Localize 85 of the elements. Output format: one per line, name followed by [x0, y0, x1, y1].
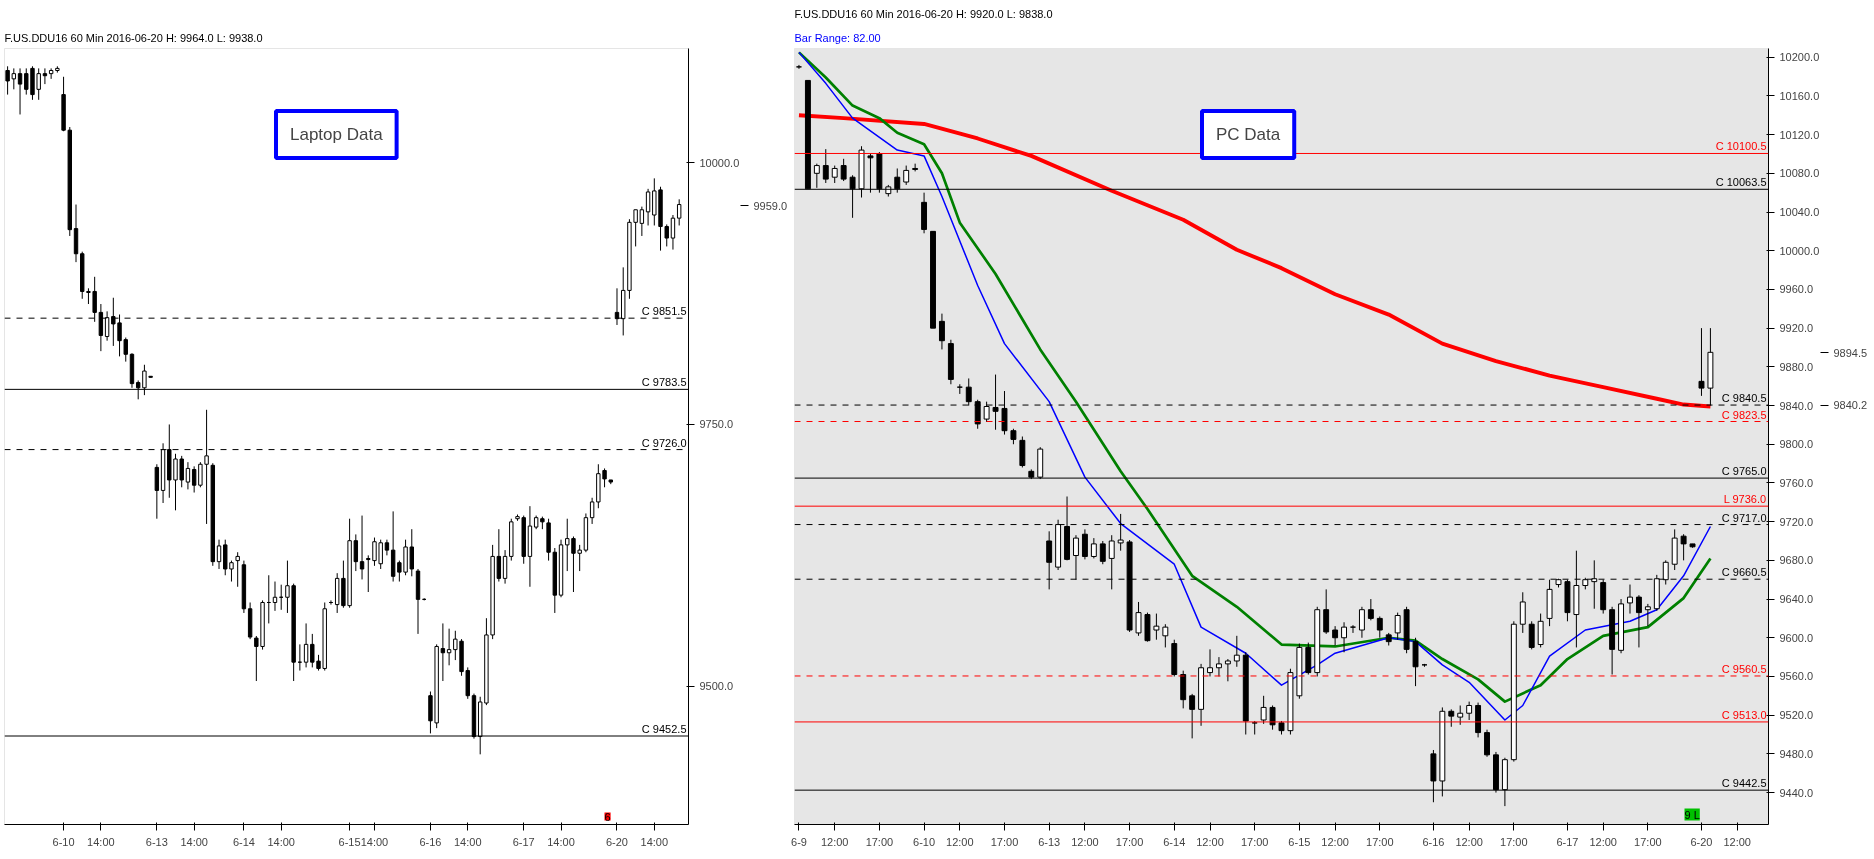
ref-line-label: C 9851.5	[641, 305, 687, 318]
y-tick-label: 9440.0	[1779, 786, 1814, 799]
x-tick-label: 6-20	[1690, 835, 1713, 848]
x-tick-label: 6-14	[232, 835, 255, 848]
x-tick-label: 14:00	[87, 835, 115, 848]
text: 9959.0	[753, 199, 788, 212]
y-tick-label: 9840.0	[1779, 399, 1814, 412]
ref-line-label: C 9783.5	[641, 376, 687, 389]
text: 9840.2	[1833, 399, 1868, 412]
x-tick-label: 6-13	[1038, 835, 1061, 848]
y-tick-label: 9480.0	[1779, 747, 1814, 760]
ref-line-label: C 9452.5	[641, 723, 687, 736]
y-tick-label: 9760.0	[1779, 476, 1814, 489]
annotation: 9 L	[1684, 808, 1700, 821]
ref-line-label: C 9840.5	[1721, 392, 1767, 405]
ref-line-label: C 9660.5	[1721, 566, 1767, 579]
y-tick-label: 10040.0	[1779, 206, 1820, 219]
annotation: 6	[604, 810, 611, 823]
y-tick-label: 9960.0	[1779, 283, 1814, 296]
chart-subtitle: Bar Range: 82.00	[794, 31, 881, 44]
x-tick-label: 14:00	[360, 835, 389, 848]
x-tick-label: 14:00	[547, 835, 575, 848]
x-tick-label: 17:00	[990, 835, 1019, 848]
x-tick-label: 6-14	[1163, 835, 1186, 848]
ref-line-label: C 9442.5	[1721, 777, 1767, 790]
x-tick-label: 6-20	[605, 835, 629, 848]
y-tick-label: 10120.0	[1779, 128, 1820, 141]
x-tick-label: 12:00	[946, 835, 974, 848]
y-tick-label: 9920.0	[1779, 322, 1814, 335]
x-tick-label: 14:00	[267, 835, 295, 848]
chart-title: F.US.DDU16 60 Min 2016-06-20 H: 9920.0 L: 9838.0	[794, 7, 1053, 20]
ref-line-label: C 9513.0	[1721, 708, 1767, 721]
y-tick-label: 9560.0	[1779, 670, 1814, 683]
x-tick-label: 12:00	[1723, 835, 1751, 848]
y-tick-label: 9680.0	[1779, 554, 1814, 567]
x-tick-label: 6-17	[1556, 835, 1579, 848]
annotation: PC Data	[1215, 125, 1281, 144]
x-tick-label: 6-16	[1422, 835, 1445, 848]
x-tick-label: 6-16	[419, 835, 442, 848]
y-tick-label: 9600.0	[1779, 631, 1814, 644]
chart-title: F.US.DDU16 60 Min 2016-06-20 H: 9964.0 L: 9938.0	[4, 31, 263, 44]
x-tick-label: 12:00	[1071, 835, 1099, 848]
ref-line-label: C 10100.5	[1715, 140, 1767, 153]
ref-line-label: C 9560.5	[1721, 662, 1767, 675]
y-tick-label: 9800.0	[1779, 438, 1814, 451]
ref-line-label: L 9736.0	[1723, 493, 1767, 506]
x-tick-label: 12:00	[1196, 835, 1224, 848]
x-tick-label: 14:00	[453, 835, 482, 848]
annotation: Laptop Data	[289, 125, 384, 144]
y-tick-label: 10080.0	[1779, 167, 1820, 180]
x-tick-label: 6-9	[791, 835, 807, 848]
x-tick-label: 6-13	[145, 835, 168, 848]
ref-line-label: C 10063.5	[1715, 176, 1767, 189]
x-tick-label: 17:00	[1366, 835, 1394, 848]
x-tick-label: 17:00	[1115, 835, 1144, 848]
x-tick-label: 6-15	[338, 835, 361, 848]
y-tick-label: 9750.0	[699, 418, 734, 431]
x-tick-label: 6-17	[512, 835, 535, 848]
x-tick-label: 6-10	[52, 835, 75, 848]
y-tick-label: 10000.0	[699, 156, 740, 169]
ref-line-label: C 9717.0	[1721, 511, 1767, 524]
x-tick-label: 17:00	[1240, 835, 1269, 848]
y-tick-label: 9720.0	[1779, 515, 1814, 528]
x-tick-label: 6-15	[1288, 835, 1311, 848]
x-tick-label: 14:00	[640, 835, 669, 848]
x-tick-label: 12:00	[820, 835, 849, 848]
y-tick-label: 10200.0	[1779, 51, 1820, 64]
x-tick-label: 14:00	[180, 835, 208, 848]
y-tick-label: 10000.0	[1779, 244, 1820, 257]
x-tick-label: 12:00	[1589, 835, 1617, 848]
y-tick-label: 9500.0	[699, 680, 734, 693]
x-tick-label: 17:00	[1634, 835, 1662, 848]
x-tick-label: 6-10	[913, 835, 936, 848]
x-tick-label: 12:00	[1455, 835, 1483, 848]
x-tick-label: 17:00	[1500, 835, 1528, 848]
ref-line-label: C 9823.5	[1721, 408, 1767, 421]
text: 9894.5	[1833, 346, 1868, 359]
x-tick-label: 17:00	[865, 835, 894, 848]
ref-line-label: C 9765.0	[1721, 465, 1767, 478]
x-tick-label: 12:00	[1321, 835, 1349, 848]
y-tick-label: 10160.0	[1779, 89, 1820, 102]
ref-line-label: C 9726.0	[641, 436, 687, 449]
y-tick-label: 9640.0	[1779, 593, 1814, 606]
y-tick-label: 9520.0	[1779, 709, 1814, 722]
y-tick-label: 9880.0	[1779, 360, 1814, 373]
